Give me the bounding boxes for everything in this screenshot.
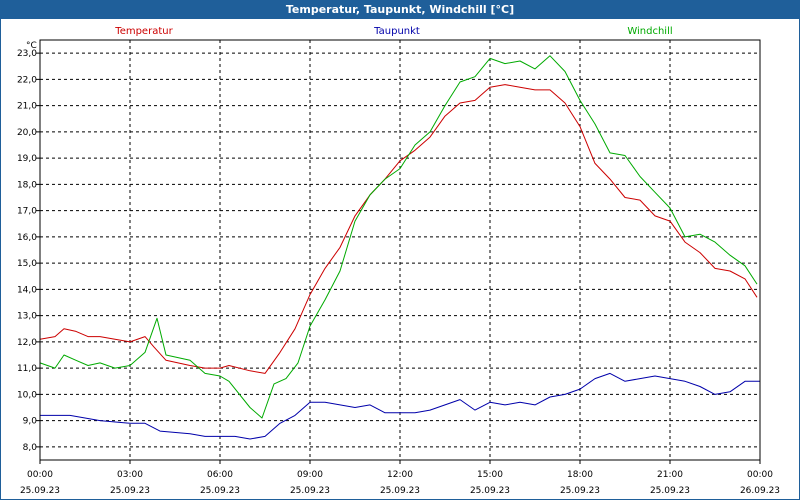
y-tick-labels: 8,0 9,0 10,0 11,0 12,0 13,0 14,0 15,0 16,0 17,0 18…: [17, 49, 37, 453]
x-tick-time: 21:00: [657, 470, 683, 480]
x-tick-time: 12:00: [387, 470, 413, 480]
y-tick-label: 18,0: [17, 180, 37, 190]
y-tick-label: 10,0: [17, 390, 37, 400]
legend: Temperatur Taupunkt Windchill: [114, 26, 672, 37]
x-tick-date: 25.09.23: [290, 486, 330, 496]
y-tick-label: 23,0: [17, 49, 37, 59]
x-tick-time: 00:00: [27, 470, 53, 480]
plot-area-border: [39, 39, 761, 461]
y-tick-label: 14,0: [17, 285, 37, 295]
data-series: [39, 55, 760, 440]
y-tick-label: 13,0: [17, 312, 37, 322]
y-unit-label: °C: [26, 41, 37, 51]
x-tick-date: 26.09.23: [740, 486, 780, 496]
x-tick-date: 25.09.23: [650, 486, 690, 496]
legend-temperatur: Temperatur: [114, 26, 173, 37]
series-line-taupunkt: [40, 372, 760, 440]
legend-windchill: Windchill: [627, 26, 672, 37]
series-line-windchill: [39, 55, 758, 419]
x-tick-date: 25.09.23: [560, 486, 600, 496]
x-tick-labels: 00:00 25.09.23 03:00 25.09.23 06:00 25.09.23 0…: [20, 470, 780, 496]
series-line-temperatur: [39, 84, 758, 374]
x-tick-time: 00:00: [747, 470, 773, 480]
x-tick-time: 18:00: [567, 470, 593, 480]
chart-title: Temperatur, Taupunkt, Windchill [°C]: [1, 1, 799, 19]
y-tick-label: 15,0: [17, 259, 37, 269]
x-tick-date: 25.09.23: [20, 486, 60, 496]
y-tick-label: 21,0: [17, 102, 37, 112]
x-tick-date: 25.09.23: [200, 486, 240, 496]
y-tick-label: 22,0: [17, 75, 37, 85]
x-tick-date: 25.09.23: [110, 486, 150, 496]
y-tick-label: 19,0: [17, 154, 37, 164]
y-tick-label: 9,0: [23, 417, 38, 427]
y-tick-label: 12,0: [17, 338, 37, 348]
y-tick-label: 17,0: [17, 207, 37, 217]
y-tick-label: 20,0: [17, 128, 37, 138]
y-tick-label: 16,0: [17, 233, 37, 243]
x-tick-date: 25.09.23: [380, 486, 420, 496]
legend-taupunkt: Taupunkt: [373, 26, 420, 37]
y-tick-label: 8,0: [23, 443, 38, 453]
y-tick-label: 11,0: [17, 364, 37, 374]
x-tick-date: 25.09.23: [470, 486, 510, 496]
grid-lines: [36, 40, 761, 464]
x-tick-time: 03:00: [117, 470, 143, 480]
x-tick-time: 15:00: [477, 470, 503, 480]
x-tick-time: 06:00: [207, 470, 233, 480]
x-tick-time: 09:00: [297, 470, 323, 480]
